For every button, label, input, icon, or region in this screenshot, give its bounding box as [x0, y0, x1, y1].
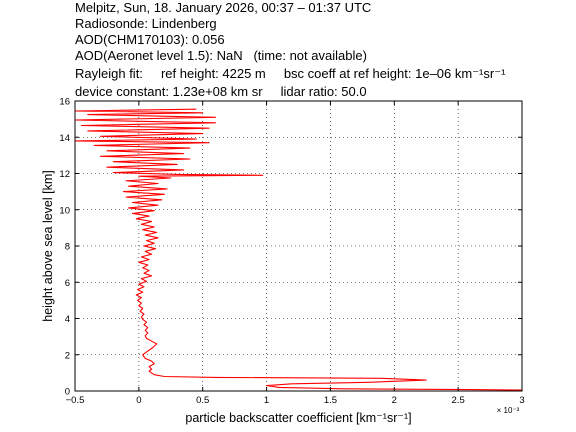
header-aod-aeronet: AOD(Aeronet level 1.5): NaN (time: not a… — [75, 48, 367, 63]
header-aod-chm: AOD(CHM170103): 0.056 — [75, 32, 225, 47]
y-tick-label: 8 — [65, 242, 70, 253]
x-tick-label: 1.5 — [324, 395, 337, 406]
y-tick-label: 12 — [59, 169, 70, 180]
y-tick-label: 4 — [65, 314, 70, 325]
x-tick-label: 0.5 — [196, 395, 209, 406]
x-tick-label: 1 — [264, 395, 269, 406]
data-layer — [74, 108, 523, 391]
y-tick-label: 0 — [65, 387, 70, 398]
x-tick-label: 2.5 — [452, 395, 465, 406]
y-tick-label: 16 — [59, 97, 70, 108]
y-tick-label: 2 — [65, 350, 70, 361]
header-rayleigh-fit: Rayleigh fit: ref height: 4225 m bsc coe… — [75, 66, 506, 81]
y-tick-label: 6 — [65, 278, 70, 289]
y-axis-label: height above sea level [km] — [41, 170, 55, 321]
y-tick-label: 10 — [59, 205, 70, 216]
header-radiosonde: Radiosonde: Lindenberg — [75, 16, 217, 31]
header-title: Melpitz, Sun, 18. January 2026, 00:37 – … — [75, 0, 372, 15]
x-tick-label: −0.5 — [66, 395, 85, 406]
profile-line — [74, 108, 523, 391]
x-tick-label: 2 — [392, 395, 397, 406]
y-tick-label: 14 — [59, 133, 70, 144]
header-device-constant: device constant: 1.23e+08 km sr lidar ra… — [75, 84, 367, 99]
x-axis-label: particle backscatter coefficient [km⁻¹sr… — [185, 411, 411, 425]
x-tick-label: 3 — [519, 395, 524, 406]
x-axis-multiplier: × 10⁻³ — [497, 406, 520, 415]
x-tick-label: 0 — [136, 395, 141, 406]
